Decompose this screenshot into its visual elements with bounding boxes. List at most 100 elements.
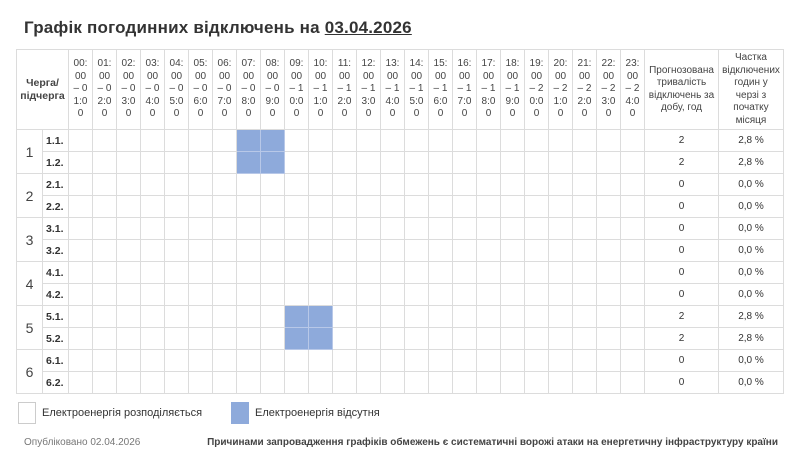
hour-cell-on xyxy=(548,173,573,196)
hour-cell-on xyxy=(500,327,525,350)
hour-cell-on xyxy=(284,129,309,152)
hour-cell-off xyxy=(236,129,261,152)
hour-cell-on xyxy=(308,239,333,262)
hour-cell-on xyxy=(284,261,309,284)
hour-cell-on xyxy=(596,195,621,218)
hour-cell-on xyxy=(212,151,237,174)
hour-header: 22:00 – 23:00 xyxy=(596,49,621,130)
hour-cell-on xyxy=(164,129,189,152)
hour-cell-on xyxy=(188,349,213,372)
hour-header: 04:00 – 05:00 xyxy=(164,49,189,130)
duration-cell: 0 xyxy=(644,349,719,372)
share-cell: 2,8 % xyxy=(718,151,784,174)
hour-cell-on xyxy=(620,151,645,174)
hour-cell-on xyxy=(428,261,453,284)
hour-cell-on xyxy=(68,283,93,306)
hour-cell-on xyxy=(332,305,357,328)
hour-header: 20:00 – 21:00 xyxy=(548,49,573,130)
hour-cell-on xyxy=(620,129,645,152)
hour-cell-on xyxy=(548,217,573,240)
hour-header: 16:00 – 17:00 xyxy=(452,49,477,130)
hour-cell-on xyxy=(332,195,357,218)
hour-cell-on xyxy=(140,239,165,262)
hour-cell-on xyxy=(164,283,189,306)
table-row: 4.2. 0 0,0 % xyxy=(17,283,784,306)
hour-cell-on xyxy=(236,283,261,306)
hour-cell-on xyxy=(356,327,381,350)
footer-note: Причинами запровадження графіків обмежен… xyxy=(207,437,778,448)
hour-cell-on xyxy=(500,195,525,218)
hour-cell-on xyxy=(116,239,141,262)
hour-cell-on xyxy=(236,195,261,218)
hour-cell-on xyxy=(452,349,477,372)
header-row: Черга/ підчерга 00:00 – 01:00 01:00 – 02:… xyxy=(16,49,784,130)
share-cell: 0,0 % xyxy=(718,349,784,372)
hour-cell-on xyxy=(92,129,117,152)
hour-cell-on xyxy=(380,151,405,174)
hour-cell-on xyxy=(140,371,165,394)
hour-header: 11:00 – 12:00 xyxy=(332,49,357,130)
hour-cell-on xyxy=(284,173,309,196)
hour-header: 00:00 – 01:00 xyxy=(68,49,93,130)
hour-cell-on xyxy=(236,261,261,284)
subqueue-label: 2.1. xyxy=(42,173,69,196)
hour-cell-on xyxy=(524,283,549,306)
hour-cell-on xyxy=(260,349,285,372)
hour-cell-on xyxy=(524,195,549,218)
hour-cell-on xyxy=(356,371,381,394)
table-row: 3.2. 0 0,0 % xyxy=(17,239,784,262)
hour-cell-on xyxy=(116,327,141,350)
hour-cell-on xyxy=(212,195,237,218)
hour-cell-on xyxy=(596,217,621,240)
hour-cell-on xyxy=(308,151,333,174)
hour-cell-on xyxy=(92,173,117,196)
hour-cell-on xyxy=(308,195,333,218)
hour-cell-on xyxy=(116,151,141,174)
hour-cell-on xyxy=(572,129,597,152)
hour-cell-on xyxy=(476,349,501,372)
hour-cell-on xyxy=(212,371,237,394)
hour-cell-on xyxy=(188,195,213,218)
hour-cell-on xyxy=(188,217,213,240)
hour-label: 10:00 – 11:00 xyxy=(313,58,328,120)
hour-cell-on xyxy=(188,261,213,284)
share-cell: 0,0 % xyxy=(718,173,784,196)
hour-cell-on xyxy=(596,173,621,196)
hour-header: 06:00 – 07:00 xyxy=(212,49,237,130)
hour-cell-on xyxy=(572,305,597,328)
hour-cell-on xyxy=(620,283,645,306)
hour-cell-on xyxy=(572,239,597,262)
hour-cell-on xyxy=(164,195,189,218)
hour-cell-on xyxy=(500,217,525,240)
hour-cell-on xyxy=(164,239,189,262)
hour-label: 07:00 – 08:00 xyxy=(241,58,256,120)
hour-cell-on xyxy=(260,327,285,350)
hour-cell-on xyxy=(404,283,429,306)
hour-cell-on xyxy=(356,261,381,284)
table-row: 5 5.1. 2 2,8 % xyxy=(16,305,784,350)
hour-cell-on xyxy=(620,195,645,218)
hour-header: 10:00 – 11:00 xyxy=(308,49,333,130)
hour-cell-on xyxy=(428,371,453,394)
duration-cell: 0 xyxy=(644,239,719,262)
hour-cell-on xyxy=(260,173,285,196)
hour-cell-on xyxy=(596,261,621,284)
hour-cell-on xyxy=(332,129,357,152)
hour-cell-on xyxy=(548,283,573,306)
subqueue-label: 3.1. xyxy=(42,217,69,240)
hour-cell-on xyxy=(164,151,189,174)
hour-cell-on xyxy=(284,217,309,240)
hour-cell-on xyxy=(236,239,261,262)
hour-cell-on xyxy=(284,283,309,306)
hour-cell-on xyxy=(188,283,213,306)
hour-cell-on xyxy=(68,239,93,262)
hour-cell-on xyxy=(332,327,357,350)
hour-cell-on xyxy=(164,349,189,372)
hour-cell-on xyxy=(140,151,165,174)
hour-cell-on xyxy=(620,349,645,372)
hour-cell-on xyxy=(236,173,261,196)
hour-cell-on xyxy=(140,261,165,284)
hour-cell-on xyxy=(428,283,453,306)
hour-cell-on xyxy=(140,217,165,240)
hour-cell-on xyxy=(452,327,477,350)
